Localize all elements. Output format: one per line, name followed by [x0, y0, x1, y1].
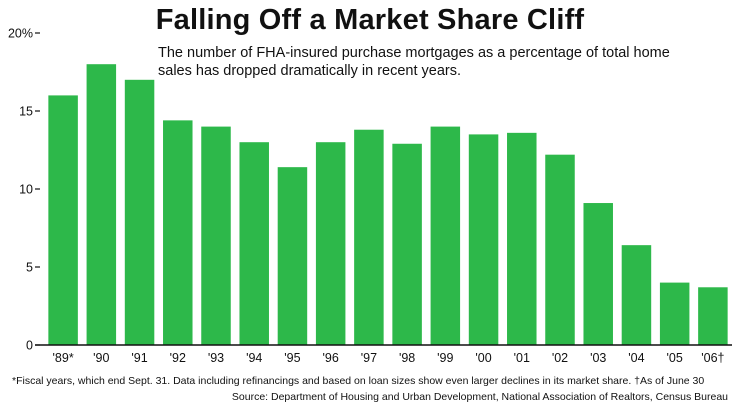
y-tick-label: 5	[26, 261, 33, 275]
x-tick-label: '03	[590, 351, 606, 365]
bar	[392, 143, 422, 345]
bar	[48, 95, 78, 346]
x-tick-label: '06†	[701, 351, 724, 365]
bar	[698, 287, 728, 345]
bar	[163, 120, 193, 345]
bar	[468, 134, 499, 345]
x-tick-label: '90	[93, 351, 109, 365]
x-tick-label: '93	[208, 351, 224, 365]
bar	[507, 132, 537, 345]
bar	[315, 142, 346, 345]
x-tick-label: '05	[667, 351, 683, 365]
bar	[545, 154, 575, 345]
x-tick-label: '96	[323, 351, 339, 365]
x-tick-label: '91	[131, 351, 147, 365]
bar	[277, 167, 308, 345]
bar	[659, 282, 690, 345]
x-tick-label: '98	[399, 351, 415, 365]
bar	[621, 245, 652, 345]
x-tick-label: '99	[437, 351, 453, 365]
x-tick-label: '97	[361, 351, 377, 365]
chart-subtitle: The number of FHA-insured purchase mortg…	[158, 45, 670, 79]
bar	[201, 126, 231, 345]
x-tick-label: '94	[246, 351, 262, 365]
bar-chart: 0 5 10 15 20% '89* '90 '91 '92 '93 '94 '95 '96 '97 '98…	[8, 27, 732, 365]
x-tick-label: '02	[552, 351, 568, 365]
bar	[354, 129, 384, 345]
x-tick-label: '92	[170, 351, 186, 365]
y-tick-label: 20%	[8, 27, 33, 41]
bar	[86, 64, 117, 345]
bar	[124, 79, 155, 346]
bar	[430, 126, 461, 345]
bar	[239, 142, 269, 345]
x-tick-label: '95	[284, 351, 300, 365]
y-tick-label: 10	[19, 183, 33, 197]
chart-title: Falling Off a Market Share Cliff	[155, 4, 585, 36]
chart-source: Source: Department of Housing and Urban …	[231, 391, 728, 403]
bar	[583, 203, 613, 345]
y-tick-label: 0	[26, 339, 33, 353]
x-tick-label: '04	[628, 351, 644, 365]
x-tick-label: '89*	[53, 351, 74, 365]
y-tick-label: 15	[19, 105, 33, 119]
x-tick-label: '00	[475, 351, 491, 365]
chart-footnote: *Fiscal years, which end Sept. 31. Data …	[12, 375, 705, 387]
x-tick-label: '01	[514, 351, 530, 365]
